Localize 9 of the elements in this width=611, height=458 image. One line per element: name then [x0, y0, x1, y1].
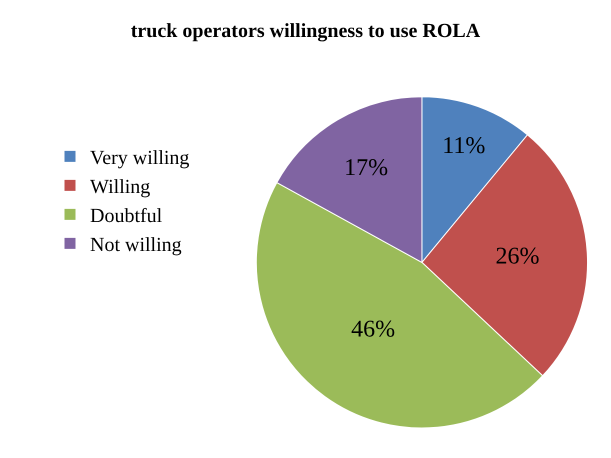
- data-label: 17%: [344, 154, 388, 181]
- data-label: 11%: [442, 133, 486, 160]
- legend-label: Willing: [90, 176, 150, 198]
- legend-label: Not willing: [90, 234, 182, 256]
- data-label: 46%: [351, 316, 396, 343]
- data-label: 26%: [496, 243, 540, 270]
- legend-label: Doubtful: [90, 205, 163, 228]
- chart-title: truck operators willingness to use ROLA: [130, 20, 481, 42]
- legend-label: Very willing: [90, 147, 190, 170]
